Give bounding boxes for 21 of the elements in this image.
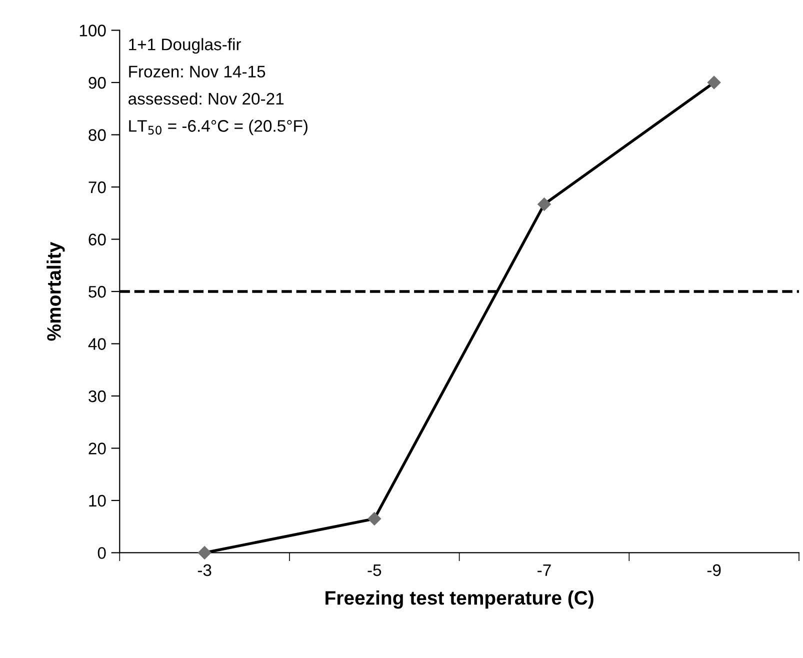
annotation: assessed: Nov 20-21 <box>128 92 284 105</box>
x-axis-title: Freezing test temperature (C) <box>326 590 594 609</box>
annotation: Frozen: Nov 14-15 <box>129 66 266 78</box>
annotation: 1+1 Douglas-fir <box>129 38 242 54</box>
x-tick-label: -3 <box>198 564 212 576</box>
annotation: LT$_{50}$ = -6.4°C = (20.5°F) <box>129 120 308 136</box>
y-tick-label: 0 <box>98 547 106 559</box>
y-axis-title: %mortality <box>46 242 65 341</box>
y-tick-label: 90 <box>88 76 106 89</box>
y-tick-label: 40 <box>88 338 106 350</box>
y-tick-label: 60 <box>88 234 106 246</box>
y-tick-label: 10 <box>89 494 106 507</box>
y-tick-label: 20 <box>88 442 106 454</box>
y-tick-label: 70 <box>88 181 106 194</box>
y-tick-label: 80 <box>88 129 106 141</box>
x-tick-label: -5 <box>368 564 382 576</box>
y-tick-label: 50 <box>88 286 106 298</box>
y-tick-label: 100 <box>80 24 106 36</box>
y-tick-label: 30 <box>88 390 106 402</box>
x-tick-label: -7 <box>538 564 551 576</box>
x-tick-label: -9 <box>707 564 721 576</box>
